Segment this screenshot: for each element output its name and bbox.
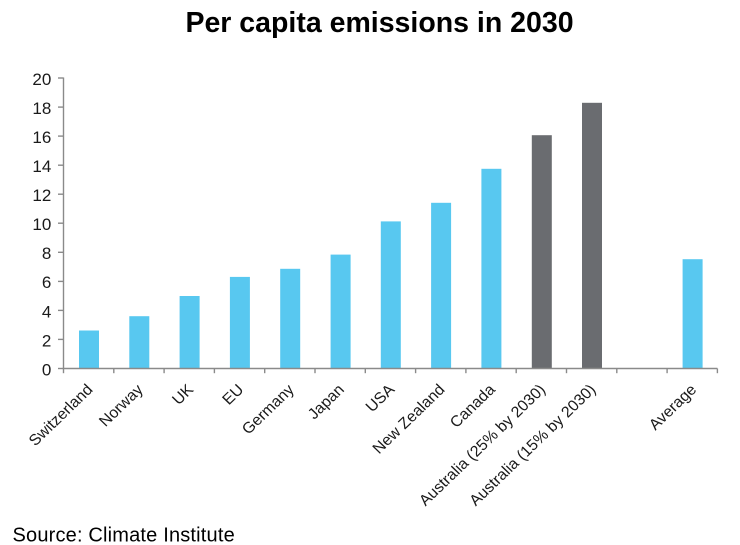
svg-text:18: 18 (32, 99, 51, 118)
svg-text:6: 6 (42, 273, 51, 292)
svg-text:16: 16 (32, 128, 51, 147)
svg-text:0: 0 (42, 360, 51, 379)
svg-text:10: 10 (32, 215, 51, 234)
svg-text:8: 8 (42, 244, 51, 263)
svg-text:Per capita emissions in 2030: Per capita emissions in 2030 (185, 7, 573, 39)
svg-text:2: 2 (42, 331, 51, 350)
svg-text:12: 12 (32, 186, 51, 205)
svg-text:4: 4 (42, 302, 51, 321)
svg-text:Source: Climate Institute: Source: Climate Institute (13, 525, 235, 545)
svg-text:14: 14 (32, 157, 51, 176)
svg-text:20: 20 (32, 70, 51, 89)
